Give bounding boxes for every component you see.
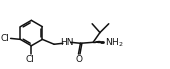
Text: Cl: Cl xyxy=(1,34,10,43)
Text: O: O xyxy=(75,55,82,64)
Text: NH$_2$: NH$_2$ xyxy=(105,36,123,49)
Text: HN: HN xyxy=(60,38,73,47)
Text: Cl: Cl xyxy=(26,55,35,65)
